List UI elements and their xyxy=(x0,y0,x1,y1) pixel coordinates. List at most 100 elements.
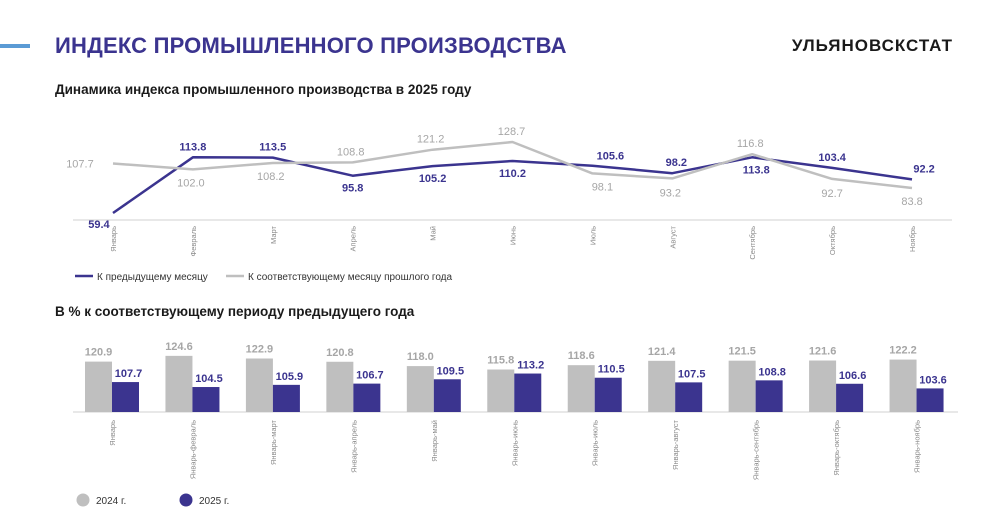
line-x-tick-label: Февраль xyxy=(189,226,198,257)
line-x-tick-label: Январь xyxy=(109,226,118,252)
line-x-tick-label: Ноябрь xyxy=(908,226,917,252)
line-x-tick-label: Апрель xyxy=(349,226,358,252)
legend-label-series-2: К соответствующему месяцу прошлого года xyxy=(248,272,453,283)
bar-data-label-2024: 120.8 xyxy=(326,347,354,359)
bar-2024 xyxy=(165,355,193,412)
bar-2025 xyxy=(755,380,783,412)
bar-data-label-2025: 106.6 xyxy=(839,370,867,382)
line-data-label: 105.2 xyxy=(419,173,447,185)
bar-data-label-2025: 104.5 xyxy=(195,373,223,385)
bar-2024 xyxy=(889,359,917,412)
bar-x-tick-label: Январь-сентябрь xyxy=(752,420,761,480)
bar-2024 xyxy=(809,360,837,412)
bar-data-label-2025: 105.9 xyxy=(276,371,304,383)
bar-2025 xyxy=(112,382,139,412)
bar-2025 xyxy=(916,388,944,412)
line-data-label: 113.5 xyxy=(259,142,286,154)
line-series-1 xyxy=(112,156,913,215)
bar-x-tick-label: Январь-август xyxy=(671,419,680,470)
bar-2024 xyxy=(648,360,676,412)
bar-data-label-2024: 115.8 xyxy=(487,355,514,367)
title-accent-bar xyxy=(0,44,30,48)
legend-label-2024: 2024 г. xyxy=(96,496,126,507)
line-data-label: 116.8 xyxy=(737,138,764,150)
bar-x-tick-label: Январь-ноябрь xyxy=(913,420,922,473)
line-data-label: 103.4 xyxy=(818,152,846,164)
line-chart-title: Динамика индекса промышленного производс… xyxy=(55,82,472,97)
bar-x-tick-label: Январь xyxy=(108,420,117,446)
bar-2025 xyxy=(272,384,300,412)
line-x-tick-label: Май xyxy=(429,226,438,241)
legend-label-series-1: К предыдущему месяцу xyxy=(97,272,208,283)
bar-chart-title: В % к соответствующему периоду предыдуще… xyxy=(55,304,415,319)
line-x-tick-label: Март xyxy=(269,225,278,244)
bar-data-label-2024: 121.6 xyxy=(809,346,837,358)
bar-2024 xyxy=(487,369,515,412)
legend-swatch-2024 xyxy=(76,493,90,507)
line-x-tick-label: Август xyxy=(668,225,677,248)
bar-data-label-2025: 110.5 xyxy=(598,364,625,376)
bar-data-label-2025: 107.7 xyxy=(115,368,143,380)
line-data-label: 98.1 xyxy=(592,181,613,193)
line-data-label: 105.6 xyxy=(597,151,625,163)
bar-data-label-2025: 103.6 xyxy=(919,374,947,386)
bar-x-tick-label: Январь-октябрь xyxy=(832,420,841,476)
line-chart: 59.4 113.8 113.5 95.8 105.2 110.2 105.6 98.2 113… xyxy=(66,126,952,283)
bar-data-label-2025: 113.2 xyxy=(517,360,544,372)
line-data-label: 121.2 xyxy=(417,134,445,146)
line-x-tick-label: Июль xyxy=(588,226,597,245)
bar-data-label-2024: 124.6 xyxy=(165,341,193,353)
bar-x-tick-label: Январь-апрель xyxy=(349,420,358,473)
bar-2025 xyxy=(675,382,703,412)
line-data-label: 113.8 xyxy=(743,164,770,176)
line-data-label: 92.7 xyxy=(821,188,842,200)
legend-label-2025: 2025 г. xyxy=(199,496,229,507)
bar-data-label-2024: 118.0 xyxy=(407,351,434,363)
bar-data-label-2024: 121.5 xyxy=(728,346,756,358)
bar-2025 xyxy=(836,383,864,412)
bar-2025 xyxy=(192,387,220,412)
bar-2024 xyxy=(406,366,434,412)
bar-x-tick-label: Январь-июль xyxy=(591,420,600,466)
bar-2024 xyxy=(245,358,273,412)
legend-swatch-2025 xyxy=(179,493,193,507)
bar-data-label-2025: 107.5 xyxy=(678,368,706,380)
bar-data-label-2024: 121.4 xyxy=(648,346,676,358)
line-x-tick-label: Октябрь xyxy=(828,226,837,255)
bar-data-label-2024: 122.2 xyxy=(889,345,917,357)
page-title: ИНДЕКС ПРОМЫШЛЕННОГО ПРОИЗВОДСТВА xyxy=(55,33,567,58)
bar-x-tick-label: Январь-июнь xyxy=(510,420,519,466)
line-x-tick-label: Июнь xyxy=(509,226,518,245)
line-data-label: 102.0 xyxy=(177,177,205,189)
bar-2024 xyxy=(728,360,756,412)
bar-x-tick-label: Январь-май xyxy=(430,420,439,462)
line-series-2 xyxy=(112,140,913,190)
bar-data-label-2025: 109.5 xyxy=(437,365,465,377)
bar-x-tick-label: Январь-март xyxy=(269,419,278,465)
line-data-label: 83.8 xyxy=(901,196,922,208)
bar-data-label-2024: 118.6 xyxy=(568,350,595,362)
line-data-label: 92.2 xyxy=(913,163,934,175)
bar-data-label-2024: 120.9 xyxy=(85,347,113,359)
bar-2025 xyxy=(433,379,461,412)
brand-logo-text: УЛЬЯНОВСКСТАТ xyxy=(791,36,953,55)
line-data-label: 108.8 xyxy=(337,146,365,158)
bar-2024 xyxy=(567,365,595,412)
line-data-label: 98.2 xyxy=(666,157,687,169)
line-data-label: 110.2 xyxy=(499,168,526,180)
bar-2025 xyxy=(594,377,622,412)
bar-2025 xyxy=(514,373,542,412)
line-data-label: 108.2 xyxy=(257,171,285,183)
bar-data-label-2025: 106.7 xyxy=(356,370,384,382)
bar-x-tick-label: Январь-февраль xyxy=(189,420,198,479)
line-data-label: 113.8 xyxy=(179,141,206,153)
line-data-label: 95.8 xyxy=(342,183,363,195)
bar-2025 xyxy=(353,383,381,412)
line-data-label: 107.7 xyxy=(66,159,94,171)
line-x-tick-label: Сентябрь xyxy=(748,226,757,260)
line-data-label: 59.4 xyxy=(88,219,110,231)
line-data-label: 93.2 xyxy=(660,187,681,199)
bar-2024 xyxy=(85,361,112,412)
bar-data-label-2024: 122.9 xyxy=(246,344,274,356)
line-data-label: 128.7 xyxy=(498,126,526,138)
